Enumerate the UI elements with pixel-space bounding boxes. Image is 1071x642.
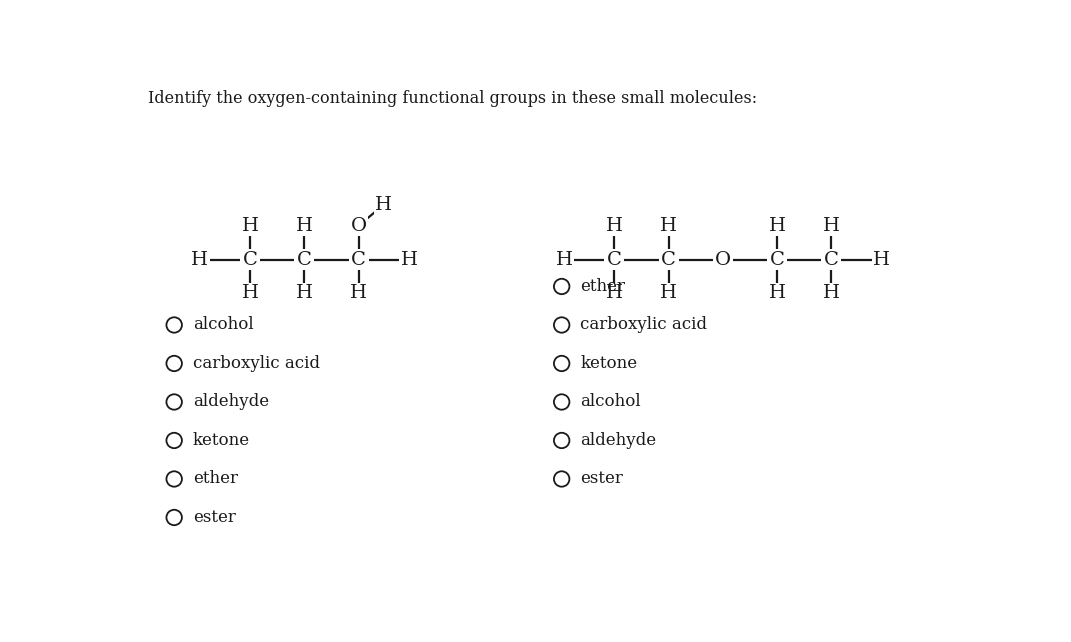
Text: C: C bbox=[770, 250, 785, 268]
Text: aldehyde: aldehyde bbox=[193, 394, 269, 410]
Text: C: C bbox=[243, 250, 257, 268]
Text: H: H bbox=[242, 216, 258, 234]
Text: H: H bbox=[192, 250, 208, 268]
Text: H: H bbox=[660, 216, 677, 234]
Text: ketone: ketone bbox=[580, 355, 637, 372]
Text: H: H bbox=[401, 250, 418, 268]
Text: ether: ether bbox=[193, 471, 238, 487]
Text: H: H bbox=[350, 284, 367, 302]
Text: carboxylic acid: carboxylic acid bbox=[580, 317, 707, 333]
Text: H: H bbox=[296, 284, 313, 302]
Text: H: H bbox=[242, 284, 258, 302]
Text: H: H bbox=[769, 284, 786, 302]
Text: H: H bbox=[606, 284, 623, 302]
Text: ether: ether bbox=[580, 278, 625, 295]
Text: H: H bbox=[556, 250, 573, 268]
Text: C: C bbox=[351, 250, 366, 268]
Text: H: H bbox=[606, 216, 623, 234]
Text: ester: ester bbox=[193, 509, 236, 526]
Text: C: C bbox=[824, 250, 839, 268]
Text: C: C bbox=[607, 250, 622, 268]
Text: carboxylic acid: carboxylic acid bbox=[193, 355, 320, 372]
Text: H: H bbox=[873, 250, 890, 268]
Text: H: H bbox=[769, 216, 786, 234]
Text: alcohol: alcohol bbox=[193, 317, 254, 333]
Text: H: H bbox=[296, 216, 313, 234]
Text: ketone: ketone bbox=[193, 432, 250, 449]
Text: C: C bbox=[661, 250, 676, 268]
Text: aldehyde: aldehyde bbox=[580, 432, 657, 449]
Text: H: H bbox=[375, 196, 392, 214]
Text: O: O bbox=[714, 250, 730, 268]
Text: Identify the oxygen-containing functional groups in these small molecules:: Identify the oxygen-containing functiona… bbox=[148, 90, 757, 107]
Text: alcohol: alcohol bbox=[580, 394, 640, 410]
Text: H: H bbox=[823, 284, 840, 302]
Text: H: H bbox=[660, 284, 677, 302]
Text: ester: ester bbox=[580, 471, 623, 487]
Text: C: C bbox=[297, 250, 312, 268]
Text: H: H bbox=[823, 216, 840, 234]
Text: O: O bbox=[350, 216, 366, 234]
